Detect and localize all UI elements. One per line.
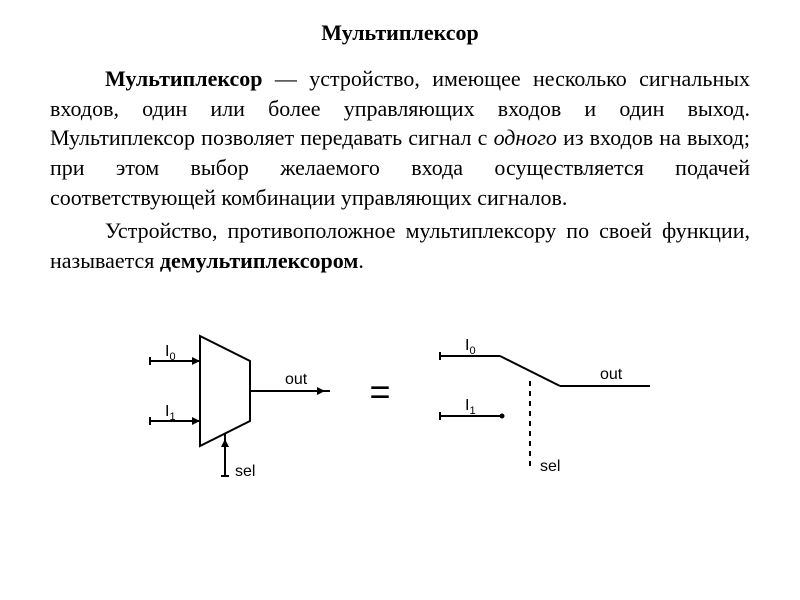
p2-bold: демультиплексором bbox=[160, 248, 358, 273]
svg-text:I0: I0 bbox=[465, 337, 476, 357]
p2-seg1: Устройство, противоположное мультиплексо… bbox=[50, 218, 750, 273]
paragraph-2: Устройство, противоположное мультиплексо… bbox=[50, 216, 750, 275]
paragraph-1: Мультиплексор — устройство, имеющее неск… bbox=[50, 64, 750, 212]
p1-lead: Мультиплексор bbox=[105, 66, 262, 91]
p1-italic: одного bbox=[494, 125, 557, 150]
svg-text:out: out bbox=[285, 371, 308, 388]
svg-text:I1: I1 bbox=[465, 397, 476, 417]
svg-text:sel: sel bbox=[540, 458, 560, 475]
doc-title: Мультиплексор bbox=[50, 20, 750, 46]
svg-text:sel: sel bbox=[235, 463, 255, 480]
mux-diagram: I0I1outsel=I0I1outsel bbox=[120, 316, 680, 486]
p2-seg2: . bbox=[358, 248, 364, 273]
diagram-container: I0I1outsel=I0I1outsel bbox=[50, 316, 750, 486]
svg-text:out: out bbox=[600, 366, 623, 383]
svg-text:=: = bbox=[369, 371, 390, 412]
